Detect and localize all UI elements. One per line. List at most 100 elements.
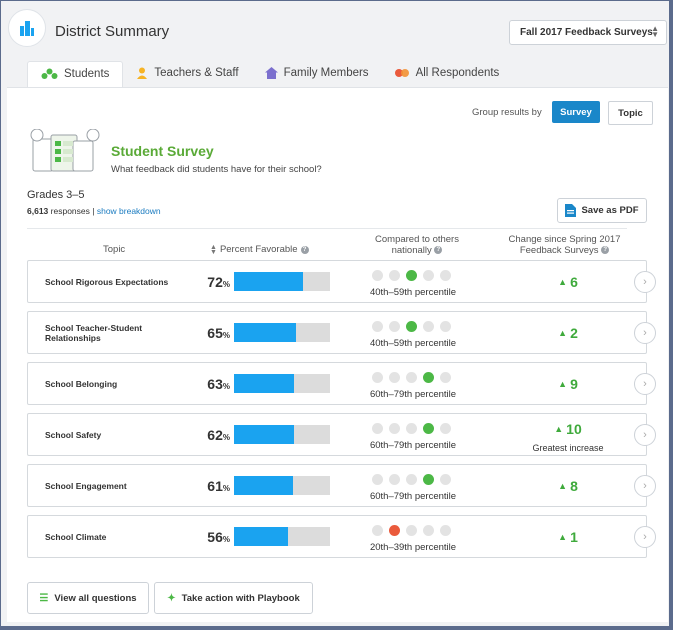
percentile-dot — [372, 372, 383, 383]
percentile-dot — [440, 270, 451, 281]
response-count: 6,613 — [27, 206, 49, 216]
take-action-playbook-button[interactable]: ✦ Take action with Playbook — [154, 582, 313, 614]
topic-row[interactable]: School Engagement 61% 60th–79th percentile… — [27, 464, 656, 507]
percentile-dot — [423, 270, 434, 281]
respondent-tabs: Students Teachers & Staff Family Members… — [27, 61, 512, 88]
topic-name: School Teacher-Student Relationships — [45, 322, 143, 343]
percentile-range: 60th–79th percentile — [369, 389, 457, 400]
favorable-bar-fill — [234, 527, 288, 546]
group-topic-button[interactable]: Topic — [608, 101, 653, 125]
help-icon[interactable]: ? — [300, 245, 309, 254]
percentile-dot — [423, 474, 434, 485]
column-header-topic: Topic — [103, 244, 126, 255]
survey-title: Student Survey — [111, 143, 214, 159]
percent-favorable-value: 61% — [198, 478, 230, 494]
percentile-range: 40th–59th percentile — [369, 338, 457, 349]
percentile-dot — [406, 474, 417, 485]
percent-number: 72 — [207, 274, 223, 290]
up-arrow-icon: ▲ — [558, 532, 568, 542]
results-panel: Group results by Survey Topic Student Su… — [7, 87, 668, 622]
take-action-label: Take action with Playbook — [181, 592, 300, 604]
favorable-bar-fill — [234, 272, 304, 291]
up-arrow-icon: ▲ — [558, 379, 568, 389]
percentile-dot — [406, 525, 417, 536]
change-value: ▲ 8 — [518, 478, 618, 494]
percent-favorable-value: 56% — [198, 529, 230, 545]
percentile-dot — [423, 321, 434, 332]
up-arrow-icon: ▲ — [558, 277, 568, 287]
tab-students-label: Students — [64, 68, 110, 80]
percentile-dot — [389, 474, 400, 485]
pdf-icon — [565, 204, 577, 217]
help-icon[interactable]: ? — [601, 246, 610, 255]
change-value: ▲ 2 — [518, 325, 618, 341]
chevron-right-icon[interactable]: › — [634, 322, 656, 344]
change-number: 9 — [570, 376, 578, 392]
percent-number: 65 — [207, 325, 223, 341]
favorable-bar — [234, 374, 330, 393]
help-icon[interactable]: ? — [434, 246, 443, 255]
playbook-icon: ✦ — [167, 592, 176, 604]
percentile-dot — [406, 270, 417, 281]
percent-number: 63 — [207, 376, 223, 392]
column-header-percent-favorable[interactable]: ▲ ▼ Percent Favorable ? — [210, 244, 309, 256]
up-arrow-icon: ▲ — [554, 424, 564, 434]
percentile-dots — [372, 423, 451, 434]
view-all-questions-button[interactable]: ☰ View all questions — [27, 582, 149, 614]
percent-number: 56 — [207, 529, 223, 545]
topic-name: School Safety — [45, 429, 102, 440]
chevron-right-icon[interactable]: › — [634, 271, 656, 293]
topic-row[interactable]: School Climate 56% 20th–39th percentile ▲ 1 › — [27, 515, 656, 558]
up-arrow-icon: ▲ — [558, 481, 568, 491]
show-breakdown-link[interactable]: show breakdown — [96, 206, 161, 216]
change-number: 2 — [570, 325, 578, 341]
survey-illustration-icon — [30, 129, 100, 172]
up-arrow-icon: ▲ — [558, 328, 568, 338]
percentile-dot — [389, 321, 400, 332]
percent-sign: % — [222, 535, 230, 544]
chevron-right-icon[interactable]: › — [634, 475, 656, 497]
tab-all-respondents[interactable]: All Respondents — [382, 61, 513, 88]
percentile-dot — [406, 321, 417, 332]
app-logo[interactable] — [8, 9, 46, 47]
percentile-dots — [372, 321, 451, 332]
tab-family-members[interactable]: Family Members — [252, 61, 382, 88]
favorable-bar — [234, 425, 330, 444]
chevron-right-icon[interactable]: › — [634, 373, 656, 395]
tab-all-label: All Respondents — [415, 67, 500, 79]
topic-name: School Engagement — [45, 480, 127, 491]
change-value: ▲ 1 — [518, 529, 618, 545]
tab-family-label: Family Members — [283, 67, 369, 79]
survey-dropdown[interactable]: Fall 2017 Feedback Surveys ▲ ▼ — [509, 20, 667, 45]
topic-row[interactable]: School Rigorous Expectations 72% 40th–59th… — [27, 260, 656, 303]
change-number: 1 — [570, 529, 578, 545]
save-pdf-button[interactable]: Save as PDF — [557, 198, 647, 223]
students-icon — [41, 68, 58, 79]
header: District Summary Fall 2017 Feedback Surv… — [2, 2, 669, 60]
percent-favorable-value: 62% — [198, 427, 230, 443]
group-survey-button[interactable]: Survey — [552, 101, 600, 123]
topic-row[interactable]: School Safety 62% 60th–79th percentile ▲ 10 G… — [27, 413, 656, 456]
topic-row[interactable]: School Belonging 63% 60th–79th percentile ▲… — [27, 362, 656, 405]
tab-students[interactable]: Students — [27, 61, 124, 88]
percentile-dot — [372, 423, 383, 434]
percentile-dot — [440, 474, 451, 485]
percentile-dots — [372, 525, 451, 536]
percentile-dot — [372, 270, 383, 281]
chevron-right-icon[interactable]: › — [634, 526, 656, 548]
tab-teachers-label: Teachers & Staff — [154, 67, 239, 79]
tab-teachers-staff[interactable]: Teachers & Staff — [123, 61, 251, 88]
topic-row[interactable]: School Teacher-Student Relationships 65% 4… — [27, 311, 656, 354]
percentile-dot — [440, 525, 451, 536]
percentile-dot — [423, 525, 434, 536]
favorable-bar-fill — [234, 374, 295, 393]
topic-name: School Belonging — [45, 378, 118, 389]
percentile-dot — [440, 372, 451, 383]
percentile-dot — [389, 372, 400, 383]
chevron-right-icon[interactable]: › — [634, 424, 656, 446]
percentile-range: 40th–59th percentile — [369, 287, 457, 298]
house-icon — [264, 67, 278, 79]
group-results-label: Group results by — [472, 107, 542, 118]
change-number: 6 — [570, 274, 578, 290]
